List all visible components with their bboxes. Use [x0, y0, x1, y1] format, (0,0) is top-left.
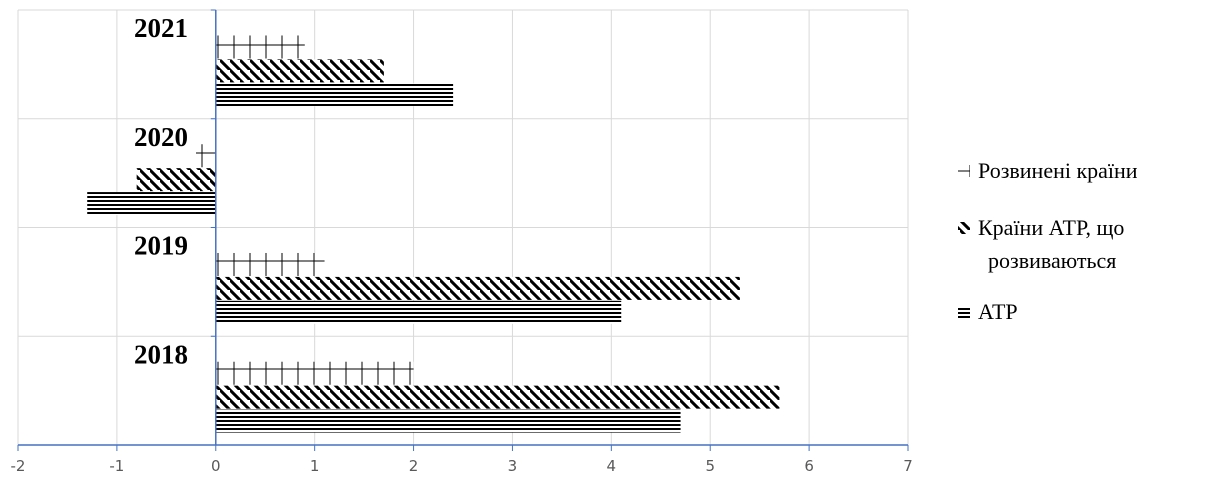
- bar-2018-series-1: [215, 385, 780, 409]
- legend-label: розвиваються: [988, 248, 1116, 273]
- legend-entry-1: Країни АТР, що розвиваються: [958, 215, 1124, 273]
- x-tick-label: -2: [11, 457, 26, 475]
- bar-2020-series-0: [87, 192, 216, 216]
- x-tick-label: 7: [903, 457, 913, 475]
- category-label-2020: 2020: [134, 122, 188, 152]
- bar-2021-series-1: [215, 59, 384, 83]
- bar-2021-series-2: [215, 35, 305, 59]
- bars: [87, 35, 780, 433]
- legend-label: Розвинені країни: [978, 158, 1138, 183]
- category-label-2018: 2018: [134, 339, 188, 369]
- legend-swatch: [958, 222, 970, 234]
- x-tick-label: -1: [109, 457, 124, 475]
- x-tick-label: 0: [211, 457, 221, 475]
- legend-entry-2: АТР: [958, 299, 1018, 324]
- category-label-2019: 2019: [134, 231, 188, 261]
- bar-2021-series-0: [215, 83, 454, 107]
- x-tick-label: 2: [409, 457, 419, 475]
- bar-2018-series-0: [215, 409, 681, 433]
- bar-2018-series-2: [215, 361, 414, 385]
- x-tick-label: 1: [310, 457, 320, 475]
- axes: [17, 9, 909, 451]
- bar-2019-series-2: [215, 252, 325, 276]
- legend-swatch: [958, 165, 970, 177]
- legend-entry-0: Розвинені країни: [958, 158, 1138, 183]
- x-tick-label: 6: [804, 457, 814, 475]
- x-tick-label: 3: [508, 457, 518, 475]
- category-label-2021: 2021: [134, 13, 188, 43]
- x-tick-label: 4: [607, 457, 617, 475]
- labels: -2 -1 0 1 2 3 4 5 6 7 2018 2019 2020 2021: [11, 13, 913, 475]
- x-tick-label: 5: [705, 457, 715, 475]
- legend-swatch: [958, 306, 970, 318]
- bar-2019-series-1: [215, 276, 740, 300]
- bar-2020-series-2: [196, 144, 216, 168]
- legend-label: АТР: [978, 299, 1018, 324]
- legend: Розвинені країни Країни АТР, що розвивають…: [958, 158, 1138, 324]
- gridlines: [17, 9, 909, 446]
- legend-label: Країни АТР, що: [978, 215, 1124, 240]
- bar-2019-series-0: [215, 300, 622, 324]
- bar-2020-series-1: [136, 168, 216, 192]
